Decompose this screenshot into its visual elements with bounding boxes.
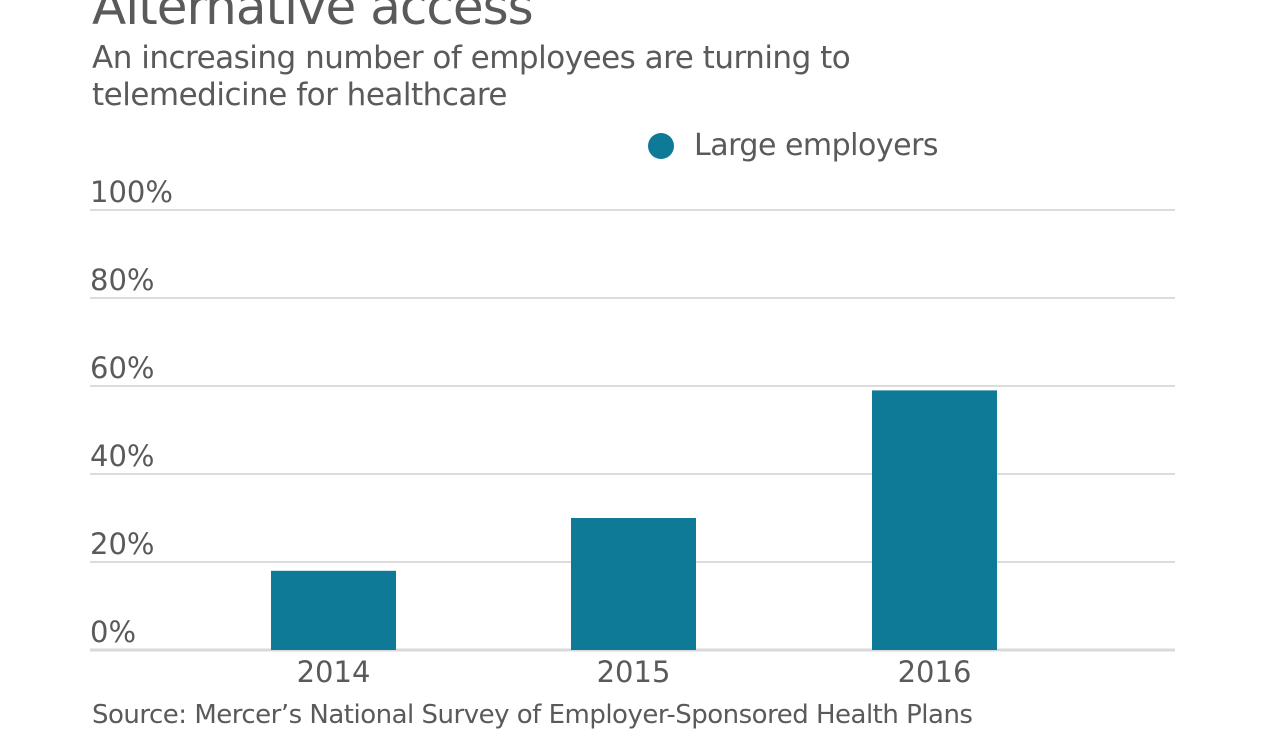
legend-label: Large employers bbox=[694, 128, 939, 163]
source-note: Source: Mercer’s National Survey of Empl… bbox=[92, 700, 973, 730]
y-tick-label: 100% bbox=[90, 175, 173, 209]
legend: Large employers bbox=[648, 128, 939, 163]
y-tick-label: 40% bbox=[90, 439, 154, 473]
y-tick-label: 60% bbox=[90, 351, 154, 385]
chart-subtitle: An increasing number of employees are tu… bbox=[92, 40, 851, 113]
y-tick-label: 20% bbox=[90, 527, 154, 561]
bar-2016 bbox=[872, 390, 997, 650]
x-tick-label: 2015 bbox=[597, 655, 671, 689]
bar-2015 bbox=[571, 518, 696, 650]
x-tick-label: 2016 bbox=[898, 655, 972, 689]
legend-swatch-icon bbox=[648, 132, 674, 159]
chart-title: Alternative access bbox=[92, 0, 534, 36]
y-tick-label: 0% bbox=[90, 615, 136, 649]
y-tick-label: 80% bbox=[90, 263, 154, 297]
x-tick-label: 2014 bbox=[297, 655, 371, 689]
bar-2014 bbox=[271, 570, 396, 650]
